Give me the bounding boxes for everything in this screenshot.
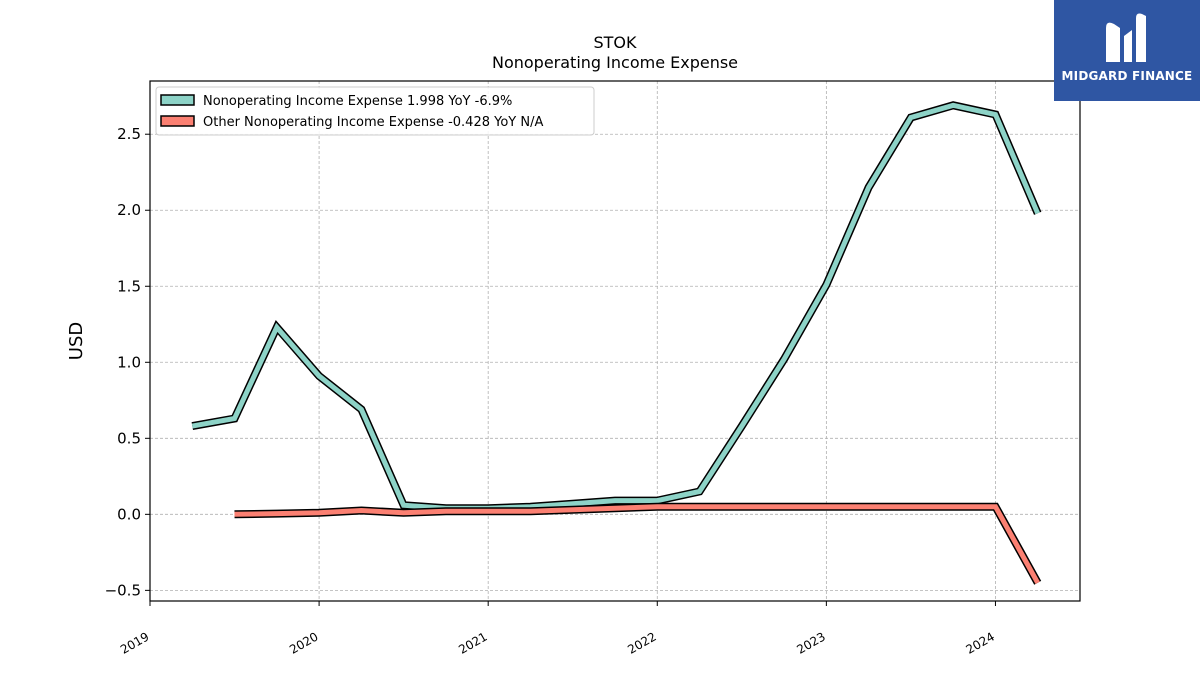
x-tick-label: 2024 <box>964 629 997 656</box>
legend-swatch <box>160 115 195 127</box>
y-tick-label: 1.5 <box>117 277 141 295</box>
x-tick-label: 2019 <box>118 629 151 656</box>
series-lines <box>191 101 1042 585</box>
chart-subtitle: Nonoperating Income Expense <box>492 53 738 72</box>
series-line-nonoperating-income-expense <box>191 102 1040 511</box>
series-line-other-nonoperating-income-expense-outline <box>234 502 1042 585</box>
legend-box <box>155 86 595 136</box>
legend-entry-label: Other Nonoperating Income Expense -0.428… <box>203 115 543 130</box>
legend-entry-label: Nonoperating Income Expense 1.998 YoY -6… <box>203 94 512 109</box>
brand-logo: MIDGARD FINANCE <box>1054 0 1200 101</box>
y-tick-label: −0.5 <box>105 581 141 599</box>
y-tick-label: 2.0 <box>117 201 141 219</box>
x-tick-label: 2022 <box>625 629 658 656</box>
series-line-other-nonoperating-income-expense <box>234 504 1040 585</box>
y-axis-label: USD <box>66 322 87 360</box>
x-tick-label: 2021 <box>456 629 489 656</box>
legend: Nonoperating Income Expense 1.998 YoY -6… <box>155 86 595 136</box>
y-tick-label: 2.5 <box>117 125 141 143</box>
logo-mark-icon <box>1106 13 1146 63</box>
y-tick-label: 0.5 <box>117 429 141 447</box>
y-tick-label: 1.0 <box>117 353 141 371</box>
y-axis: −0.5 0.0 0.5 1.0 1.5 2.0 2.5 <box>105 125 150 599</box>
x-tick-label: 2020 <box>287 629 320 656</box>
plot-frame <box>149 80 1081 602</box>
logo-text: MIDGARD FINANCE <box>1061 69 1193 83</box>
x-tick-label: 2023 <box>794 629 827 656</box>
y-tick-label: 0.0 <box>117 505 141 523</box>
x-axis: 2019 2020 2021 2022 2023 2024 <box>118 601 997 657</box>
chart-title: STOK <box>593 33 637 52</box>
legend-swatch <box>160 94 195 106</box>
